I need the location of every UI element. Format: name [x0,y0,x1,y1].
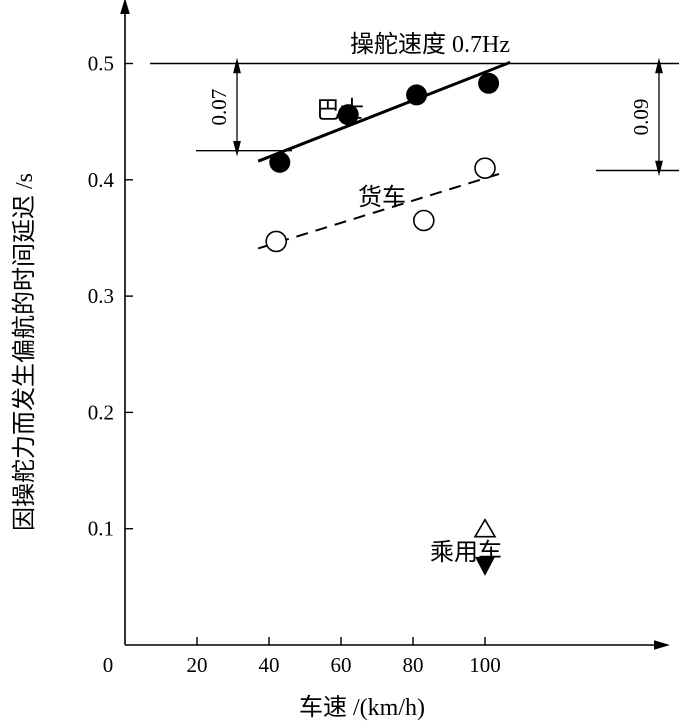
x-tick-label: 80 [403,653,424,677]
bus-point [478,72,500,94]
y-tick-label: 0.2 [88,400,114,424]
car-point-filled-triangle [475,556,495,576]
y-axis-label: 因操舵力而发生偏航的时间延迟 /s [11,173,38,531]
bus-point [269,151,291,173]
data-marks [150,57,679,576]
truck-point [412,209,435,232]
reference-line-label: 操舵速度 0.7Hz [350,31,510,58]
x-tick-label: 40 [259,653,280,677]
x-tick-label: 20 [187,653,208,677]
y-tick-label: 0 [103,653,114,677]
dimension-label: 0.09 [629,99,653,136]
dimension-label: 0.07 [207,89,231,126]
x-tick-label: 100 [469,653,501,677]
x-axis-label: 车速 /(km/h) [299,694,425,721]
series-label: 货车 [358,184,406,211]
bus-point [406,84,428,106]
y-tick-label: 0.1 [88,517,114,541]
x-tick-label: 60 [331,653,352,677]
truck-point [265,230,288,253]
car-point-open-triangle [473,518,497,538]
y-tick-label: 0.4 [88,168,115,192]
series-label: 巴士 [316,97,364,124]
series-label: 乘用车 [430,539,502,566]
chart-labels: 车速 /(km/h) 因操舵力而发生偏航的时间延迟 /s 操舵速度 0.7Hz 巴士货… [11,31,653,721]
y-tick-label: 0.3 [88,284,114,308]
bus-point [337,104,359,126]
axes: 20 40 60 80 100 0 0.1 0.2 0.3 0.4 0.5 [88,0,670,677]
trend-line-solid [257,60,511,163]
y-tick-label: 0.5 [88,52,114,76]
truck-point [474,157,496,179]
trend-line-dashed [257,170,507,250]
